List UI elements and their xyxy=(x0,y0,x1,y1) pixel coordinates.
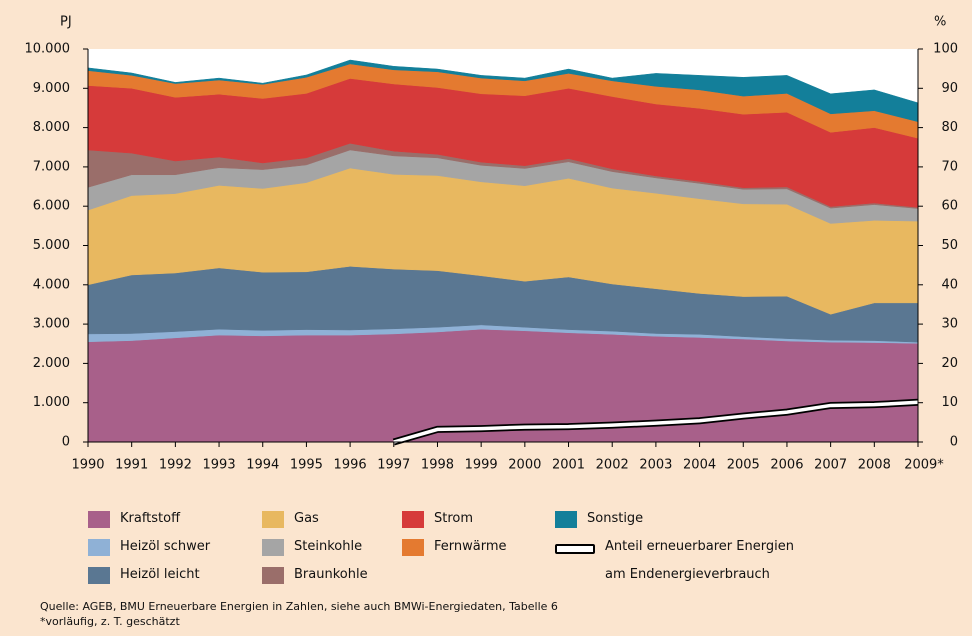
legend-item: Steinkohle xyxy=(262,539,362,556)
y2-tick-label: 60 xyxy=(941,199,958,214)
y-tick-label: 5.000 xyxy=(33,238,70,253)
y2-tick-label: 90 xyxy=(941,81,958,96)
x-tick-label: 2002 xyxy=(596,458,629,473)
line xyxy=(393,400,919,444)
y2-axis-label: % xyxy=(934,15,946,30)
x-tick-label: 1991 xyxy=(115,458,148,473)
x-tick-label: 1993 xyxy=(203,458,236,473)
legend-item: Heizöl schwer xyxy=(88,539,210,556)
legend-label: Strom xyxy=(434,511,474,526)
legend-label: Braunkohle xyxy=(294,567,368,582)
legend-label: Gas xyxy=(294,511,319,526)
legend-swatch xyxy=(88,539,110,556)
y-tick-label: 6.000 xyxy=(33,199,70,214)
y-tick-label: 8.000 xyxy=(33,120,70,135)
x-tick-label: 1992 xyxy=(159,458,192,473)
x-tick-label: 1994 xyxy=(246,458,279,473)
x-tick-label: 1996 xyxy=(334,458,367,473)
legend-label: Heizöl schwer xyxy=(120,539,211,554)
x-tick-label: 2007 xyxy=(814,458,847,473)
x-tick-label: 2000 xyxy=(508,458,541,473)
legend-label: Steinkohle xyxy=(294,539,363,554)
x-tick-label: 1990 xyxy=(71,458,104,473)
legend-swatch xyxy=(88,511,110,528)
y-tick-label: 9.000 xyxy=(33,81,70,96)
legend-item: Strom xyxy=(402,511,473,528)
y2-tick-label: 10 xyxy=(941,395,958,410)
footnote: *vorläufig, z. T. geschätzt xyxy=(40,615,180,628)
x-tick-label: 2003 xyxy=(639,458,672,473)
legend-swatch xyxy=(555,511,577,528)
x-tick-label: 1998 xyxy=(421,458,454,473)
legend-swatch xyxy=(262,511,284,528)
legend-swatch xyxy=(402,539,424,556)
y-axis-label: PJ xyxy=(60,15,72,30)
x-tick-label: 2009* xyxy=(904,458,944,473)
legend-item: Kraftstoff xyxy=(88,511,180,528)
y2-tick-label: 80 xyxy=(941,120,958,135)
x-tick-label: 2004 xyxy=(683,458,716,473)
x-tick-label: 1999 xyxy=(465,458,498,473)
x-tick-label: 1995 xyxy=(290,458,323,473)
legend-item: Gas xyxy=(262,511,319,528)
y2-tick-label: 30 xyxy=(941,317,958,332)
y2-tick-label: 100 xyxy=(933,42,958,57)
y-tick-label: 10.000 xyxy=(25,42,71,57)
y2-tick-label: 40 xyxy=(941,277,958,292)
source-note: Quelle: AGEB, BMU Erneuerbare Energien i… xyxy=(40,600,558,613)
x-tick-label: 2008 xyxy=(858,458,891,473)
x-tick-label: 2005 xyxy=(727,458,760,473)
legend-label: Fernwärme xyxy=(434,539,507,554)
legend-item: Sonstige xyxy=(555,511,643,528)
legend-label: Kraftstoff xyxy=(120,511,181,526)
legend-item: Heizöl leicht xyxy=(88,567,200,584)
y2-tick-label: 0 xyxy=(950,435,958,450)
y2-tick-label: 70 xyxy=(941,159,958,174)
legend-item: Anteil erneuerbarer Energien am Endenerg… xyxy=(555,539,805,589)
y-tick-label: 2.000 xyxy=(33,356,70,371)
x-tick-label: 2001 xyxy=(552,458,585,473)
legend-label: Heizöl leicht xyxy=(120,567,200,582)
x-tick-label: 1997 xyxy=(377,458,410,473)
legend-label: Sonstige xyxy=(587,511,644,526)
y-tick-label: 3.000 xyxy=(33,317,70,332)
legend-swatch xyxy=(402,511,424,528)
legend-swatch xyxy=(88,567,110,584)
y2-tick-label: 20 xyxy=(941,356,958,371)
legend-item: Fernwärme xyxy=(402,539,507,556)
legend-item: Braunkohle xyxy=(262,567,368,584)
legend-label: Anteil erneuerbarer Energien am Endenerg… xyxy=(605,539,794,582)
y-tick-label: 7.000 xyxy=(33,159,70,174)
y2-tick-label: 50 xyxy=(941,238,958,253)
legend-swatch xyxy=(555,544,595,554)
y-tick-label: 4.000 xyxy=(33,277,70,292)
legend-swatch xyxy=(262,567,284,584)
x-tick-label: 2006 xyxy=(770,458,803,473)
y-tick-label: 0 xyxy=(62,435,70,450)
legend-swatch xyxy=(262,539,284,556)
y-tick-label: 1.000 xyxy=(33,395,70,410)
